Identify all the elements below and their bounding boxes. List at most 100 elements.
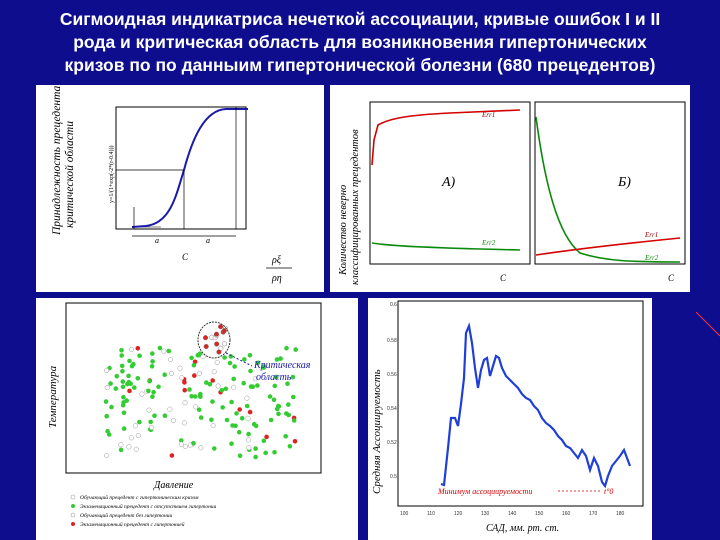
- scatter-point-green: [239, 416, 245, 421]
- critical-region-point: [202, 335, 209, 341]
- scatter-point-open: [245, 415, 251, 421]
- scatter-point-open: [177, 365, 183, 371]
- scatter-point-green: [283, 434, 288, 439]
- scatter-point-green: [149, 364, 155, 369]
- scatter-point-green: [126, 379, 132, 385]
- corner-accent: [696, 312, 720, 337]
- scatter-point-green: [187, 387, 192, 392]
- scatter-point-open: [246, 445, 252, 451]
- scatter-point-green: [231, 376, 236, 382]
- xtick-1: 100: [400, 511, 409, 517]
- error-curves-panel: Количество неверно классифицированных пр…: [330, 85, 690, 292]
- scatter-point-open: [133, 446, 139, 452]
- scatter-point-green: [137, 353, 142, 359]
- scatter-point-green: [228, 354, 234, 359]
- slide-title: Сигмоидная индикатриса нечеткой ассоциац…: [0, 8, 720, 77]
- sigmoid-figure: Принадлежность прецедента критической об…: [51, 85, 292, 284]
- scatter-point-green: [291, 394, 296, 400]
- xtick-8: 170: [589, 511, 598, 517]
- sigmoid-curve: [131, 108, 248, 228]
- scatter-point-green: [272, 450, 277, 455]
- slide-title-line3: кризов по по данныим гипертонической бол…: [64, 55, 656, 75]
- err1-curve-b: [535, 237, 681, 256]
- errors-c-letter-b: C: [668, 273, 675, 283]
- scatter-point-green: [293, 347, 299, 352]
- scatter-point-green: [120, 379, 126, 384]
- scatter-point-green: [210, 399, 215, 404]
- associativity-panel: Средняя Ассоциируемость 0.6 0.58 0.56 0.…: [368, 298, 652, 540]
- xtick-2: 110: [427, 511, 435, 517]
- err2-curve-a: [371, 242, 521, 251]
- callout-line: [225, 352, 253, 367]
- scatter-point-green: [132, 385, 137, 390]
- scatter-point-open: [149, 424, 155, 431]
- scatter-point-open: [200, 354, 206, 360]
- scatter-point-green: [261, 365, 266, 370]
- error-curves-figure: Количество неверно классифицированных пр…: [338, 101, 686, 285]
- associativity-figure: Средняя Ассоциируемость 0.6 0.58 0.56 0.…: [371, 300, 644, 534]
- scatter-point-green: [157, 345, 163, 351]
- err2-label-a: Err2: [481, 239, 496, 247]
- scatter-point-green: [121, 426, 127, 431]
- ytick-2: 0.58: [387, 338, 397, 344]
- sigmoid-ratio-den: ρη: [271, 273, 282, 284]
- scatter-point-green: [109, 404, 114, 410]
- legend-text-4: Экзаменационный прецедент с гипертонией: [80, 521, 185, 528]
- scatter-point-green: [227, 360, 233, 366]
- scatter-point-green: [118, 447, 124, 453]
- associativity-line: [440, 322, 632, 489]
- scatter-point-green: [196, 407, 202, 412]
- scatter-point-red: [192, 373, 197, 378]
- scatter-point-open: [211, 369, 217, 375]
- scatter-point-green: [271, 397, 277, 403]
- sigmoid-formula: y=1/(1+exp(-2*(r-0.4))): [108, 146, 115, 203]
- scatter-point-green: [272, 383, 278, 389]
- sigmoid-bracket-a2: a: [206, 236, 210, 245]
- scatter-point-open: [146, 407, 152, 413]
- scatter-point-open: [104, 453, 110, 459]
- scatter-point-green: [119, 348, 124, 353]
- scatter-point-open: [169, 370, 175, 377]
- scatter-point-open: [196, 370, 203, 376]
- scatter-point-green: [191, 362, 197, 368]
- scatter-point-green: [246, 431, 251, 437]
- scatter-point-open: [214, 359, 220, 366]
- scatter-figure: Температура Критическая область Давление…: [47, 302, 322, 528]
- err1-curve-a: [371, 109, 521, 166]
- line-xticks: 100 110 120 130 140 150 160 170 180: [400, 511, 625, 517]
- scatter-point-red: [264, 434, 269, 440]
- scatter-point-green: [230, 423, 235, 428]
- scatter-point-green: [232, 364, 237, 369]
- scatter-point-green: [274, 406, 280, 412]
- min-label: Минимум ассоциируемости: [437, 487, 532, 496]
- scatter-point-green: [255, 360, 261, 366]
- scatter-point-green: [234, 411, 239, 416]
- critical-region-point: [213, 331, 220, 337]
- scatter-point-green: [253, 454, 258, 460]
- t-label: t°0: [604, 487, 613, 496]
- scatter-point-open: [168, 356, 174, 363]
- xtick-3: 120: [454, 511, 463, 517]
- scatter-point-green: [229, 441, 234, 446]
- legend-marker-2: [71, 504, 75, 508]
- scatter-point-green: [198, 415, 204, 420]
- errors-sublabel-a: А): [441, 175, 456, 190]
- scatter-point-green: [267, 394, 273, 399]
- scatter-point-green: [223, 386, 229, 392]
- scatter-point-green: [244, 403, 250, 409]
- scatter-point-open: [179, 375, 185, 381]
- scatter-point-open: [182, 443, 188, 449]
- scatter-point-green: [137, 419, 142, 425]
- scatter-point-green: [268, 417, 274, 423]
- ytick-6: 0.5: [390, 474, 397, 480]
- scatter-point-open: [128, 346, 134, 352]
- scatter-point-green: [189, 394, 194, 399]
- scatter-point-green: [189, 355, 194, 361]
- scatter-point-green: [247, 353, 253, 358]
- scatter-point-green: [147, 378, 152, 384]
- scatter-point-open: [126, 444, 132, 450]
- scatter-point-green: [150, 359, 155, 364]
- ytick-3: 0.56: [387, 372, 397, 378]
- scatter-point-green: [148, 419, 153, 425]
- scatter-point-green: [248, 368, 253, 374]
